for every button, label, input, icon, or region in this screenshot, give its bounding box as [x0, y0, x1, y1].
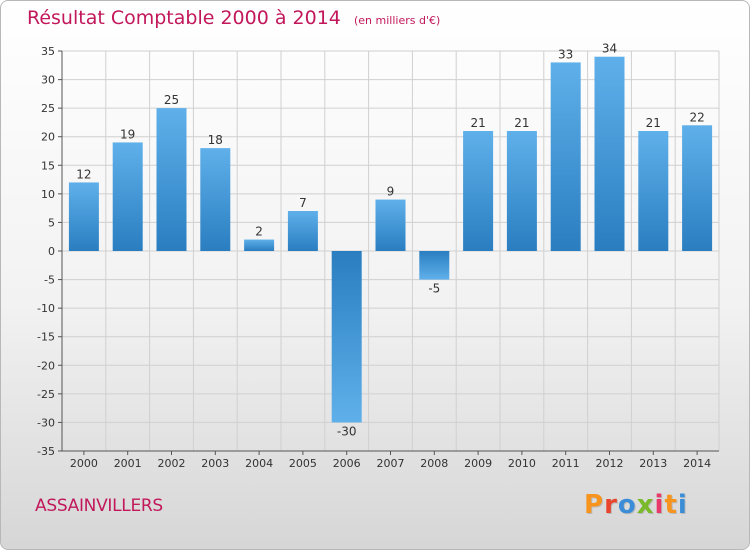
data-label-2011: 33 — [558, 47, 573, 61]
y-tick-label: -35 — [37, 445, 55, 458]
title-row: Résultat Comptable 2000 à 2014 (en milli… — [27, 7, 440, 29]
data-label-2004: 2 — [255, 225, 263, 239]
x-tick-label: 2011 — [552, 457, 580, 470]
axis-layer: 35 30 25 20 15 10 5 0 -5 -10 -15 -20 -25 -30 -35 2000 20… — [37, 45, 719, 470]
y-tick-label: 30 — [41, 74, 55, 87]
proxiti-logo[interactable]: Proxiti — [584, 490, 688, 520]
y-tick-label: -10 — [37, 302, 55, 315]
y-tick-label: 10 — [41, 188, 55, 201]
bar-2001[interactable] — [112, 142, 143, 251]
bar-2005[interactable] — [287, 211, 318, 251]
x-tick-label: 2009 — [464, 457, 492, 470]
x-tick-label: 2004 — [245, 457, 273, 470]
logo-letter: P — [584, 490, 605, 520]
x-tick-label: 2005 — [289, 457, 317, 470]
x-tick-label: 2003 — [201, 457, 229, 470]
chart-subtitle: (en milliers d'€) — [353, 14, 441, 27]
data-label-2005: 7 — [299, 196, 307, 210]
bar-2013[interactable] — [638, 131, 669, 251]
bar-2014[interactable] — [682, 125, 713, 251]
y-tick-label: 0 — [48, 245, 55, 258]
bar-2006[interactable] — [331, 251, 362, 423]
data-label-2009: 21 — [470, 116, 485, 130]
x-tick-label: 2008 — [420, 457, 448, 470]
x-tick-label: 2014 — [683, 457, 711, 470]
bar-layer — [68, 56, 713, 423]
y-tick-label: 15 — [41, 159, 55, 172]
x-tick-label: 2000 — [70, 457, 98, 470]
data-label-2000: 12 — [76, 167, 91, 181]
data-label-2010: 21 — [514, 116, 529, 130]
y-tick-label: -20 — [37, 359, 55, 372]
logo-letter: r — [604, 490, 618, 520]
bar-2000[interactable] — [68, 182, 99, 251]
x-tick-label: 2006 — [333, 457, 361, 470]
y-tick-label: 5 — [48, 216, 55, 229]
bar-2004[interactable] — [244, 239, 275, 251]
data-label-2013: 21 — [646, 116, 661, 130]
y-tick-label: 25 — [41, 102, 55, 115]
commune-name: ASSAINVILLERS — [35, 496, 163, 516]
bar-2010[interactable] — [506, 131, 537, 251]
bar-2003[interactable] — [200, 148, 231, 251]
data-label-2014: 22 — [689, 110, 704, 124]
bar-2008[interactable] — [419, 251, 450, 280]
bar-2011[interactable] — [550, 62, 581, 251]
data-label-2008: -5 — [428, 282, 440, 296]
logo-letter: i — [677, 490, 688, 520]
data-label-2007: 9 — [387, 185, 395, 199]
data-label-2003: 18 — [208, 133, 223, 147]
x-tick-label: 2001 — [114, 457, 142, 470]
data-label-2001: 19 — [120, 127, 135, 141]
x-tick-label: 2010 — [508, 457, 536, 470]
y-tick-label: 35 — [41, 45, 55, 58]
data-label-2006: -30 — [337, 424, 357, 438]
x-tick-label: 2002 — [158, 457, 186, 470]
x-tick-label: 2013 — [639, 457, 667, 470]
y-tick-label: -30 — [37, 416, 55, 429]
bar-2007[interactable] — [375, 199, 406, 251]
bar-2009[interactable] — [463, 131, 494, 251]
bar-2012[interactable] — [594, 56, 625, 251]
data-label-2002: 25 — [164, 93, 179, 107]
logo-letter: o — [617, 490, 637, 520]
chart-title: Résultat Comptable 2000 à 2014 — [27, 7, 341, 29]
label-layer: 12 19 25 18 2 7 -30 9 -5 21 21 33 34 21 22 — [76, 42, 704, 439]
data-label-2012: 34 — [602, 42, 617, 56]
x-tick-label: 2007 — [377, 457, 405, 470]
x-tick-label: 2012 — [596, 457, 624, 470]
y-tick-label: -5 — [44, 274, 55, 287]
bar-2002[interactable] — [156, 108, 187, 252]
y-tick-label: -25 — [37, 388, 55, 401]
y-tick-label: -15 — [37, 331, 55, 344]
logo-letter: t — [664, 490, 678, 520]
y-tick-label: 20 — [41, 131, 55, 144]
logo-letter: i — [654, 490, 665, 520]
logo-letter: x — [636, 490, 655, 520]
